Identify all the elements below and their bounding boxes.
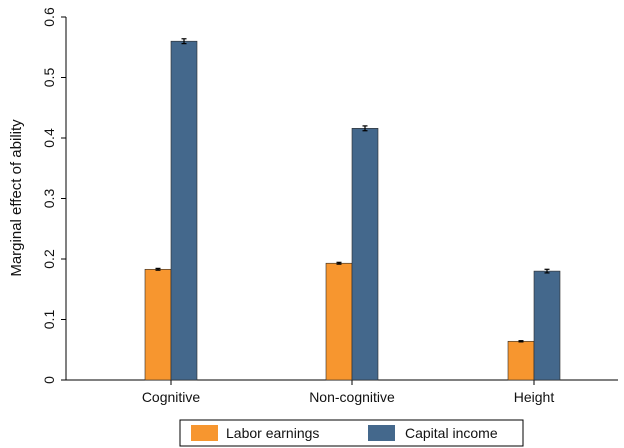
y-tick-label: 0 [41, 376, 57, 384]
axes: 0 0.1 0.2 0.3 0.4 0.5 0.6 Cognitive Non-cognitiv… [41, 7, 618, 405]
y-tick-label: 0.4 [41, 128, 57, 148]
legend-swatch [191, 425, 218, 441]
error-bars [155, 38, 550, 343]
y-axis-label: Marginal effect of ability [8, 119, 25, 277]
x-tick-label: Height [514, 389, 555, 405]
bar-capital-income [533, 270, 561, 381]
bar-labor-earnings [144, 268, 172, 381]
x-tick-label: Cognitive [142, 389, 201, 405]
y-tick-label: 0.1 [41, 310, 57, 330]
legend-label: Capital income [405, 425, 498, 441]
y-tick-label: 0.6 [41, 7, 57, 27]
legend-box [179, 419, 524, 447]
y-tick-label: 0.5 [41, 68, 57, 88]
bar-capital-income [351, 128, 379, 381]
legend: Labor earnings Capital income [179, 419, 524, 447]
legend-swatch [368, 425, 395, 441]
y-tick-label: 0.2 [41, 249, 57, 269]
bar-labor-earnings [507, 340, 535, 381]
legend-label: Labor earnings [226, 425, 319, 441]
bar-capital-income [170, 40, 198, 381]
bar-labor-earnings [325, 262, 353, 381]
x-tick-label: Non-cognitive [309, 389, 395, 405]
bars [144, 40, 561, 381]
y-tick-label: 0.3 [41, 189, 57, 209]
